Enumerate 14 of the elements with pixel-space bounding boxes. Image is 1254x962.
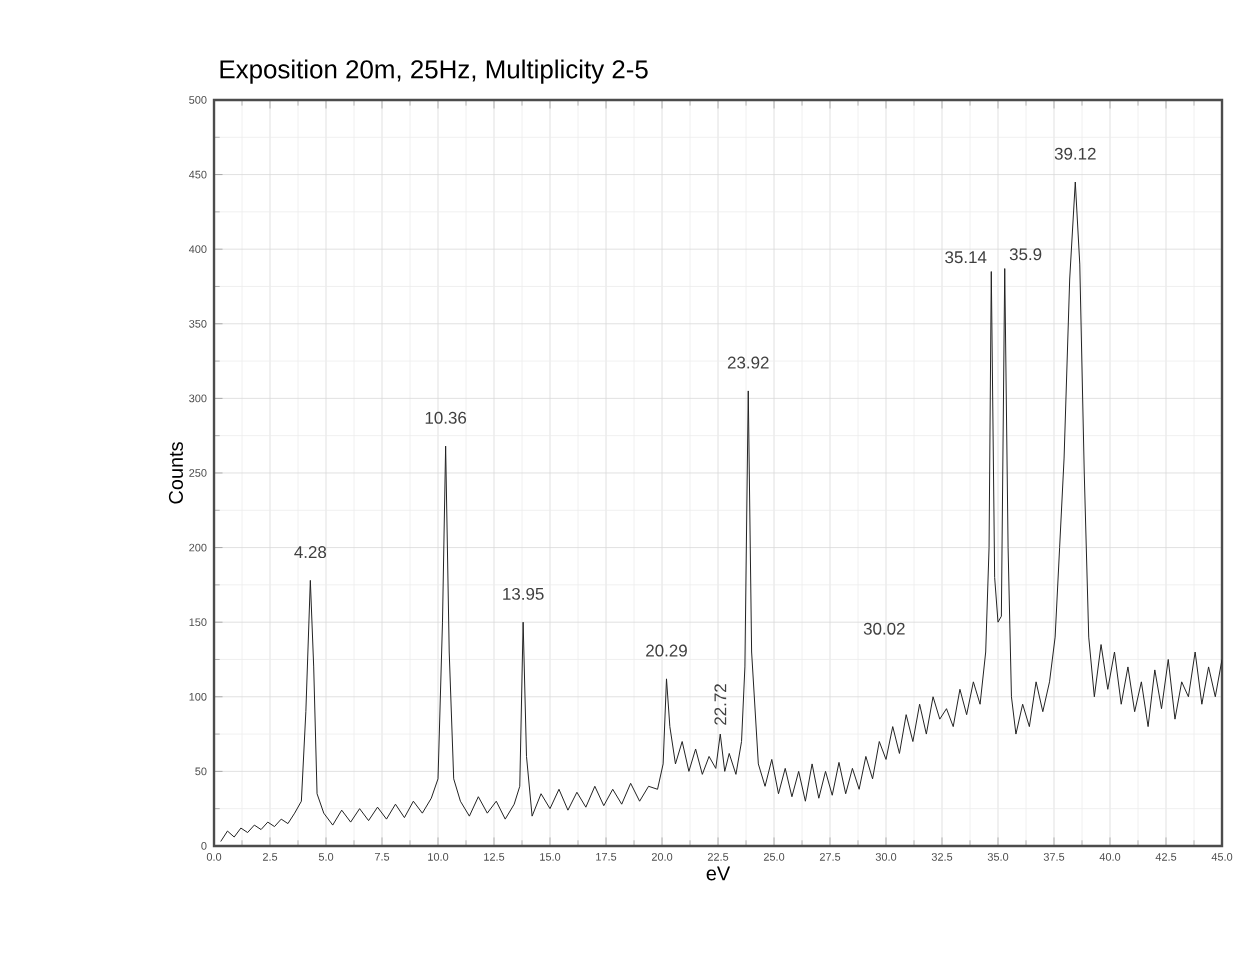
annotation: 20.29 xyxy=(646,644,687,657)
annotation: 35.14 xyxy=(945,251,987,264)
annotation: 4.28 xyxy=(294,546,327,559)
y-axis-title: Counts xyxy=(168,442,183,504)
annotation: 39.12 xyxy=(1054,147,1096,160)
line-series xyxy=(220,181,1223,842)
annotation: 13.95 xyxy=(503,587,544,600)
chart-title: Exposition 20m, 25Hz, Multiplicity 2-5 xyxy=(220,59,648,84)
x-axis-title: eV xyxy=(706,866,731,881)
annotation: 23.92 xyxy=(727,356,769,369)
annotation: 10.36 xyxy=(425,411,467,424)
annotation: 22.72 xyxy=(714,684,727,725)
annotation: 35.9 xyxy=(1009,248,1042,261)
annotation: 30.02 xyxy=(863,622,905,635)
